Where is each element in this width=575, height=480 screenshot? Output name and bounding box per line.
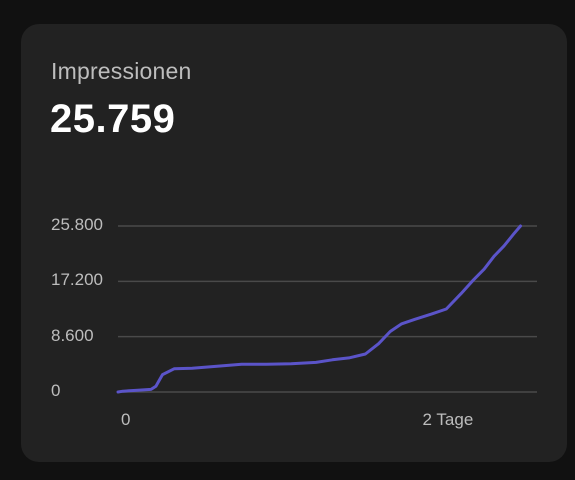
y-tick-label-3: 25.800 (51, 215, 103, 234)
impressions-line-chart (116, 224, 537, 394)
x-tick-label-1: 2 Tage (422, 410, 474, 429)
card-title: Impressionen (51, 58, 192, 84)
series-line-0 (116, 224, 522, 394)
y-tick-label-2: 17.200 (51, 270, 103, 290)
impressions-value: 25.759 (50, 97, 176, 141)
y-tick-label-0: 0 (51, 381, 61, 400)
y-tick-label-1: 8.600 (51, 325, 94, 345)
x-tick-label-0: 0 (121, 410, 131, 429)
impressions-card: Impressionen 25.759 0 8.600 17.200 25.800 0… (21, 24, 567, 462)
